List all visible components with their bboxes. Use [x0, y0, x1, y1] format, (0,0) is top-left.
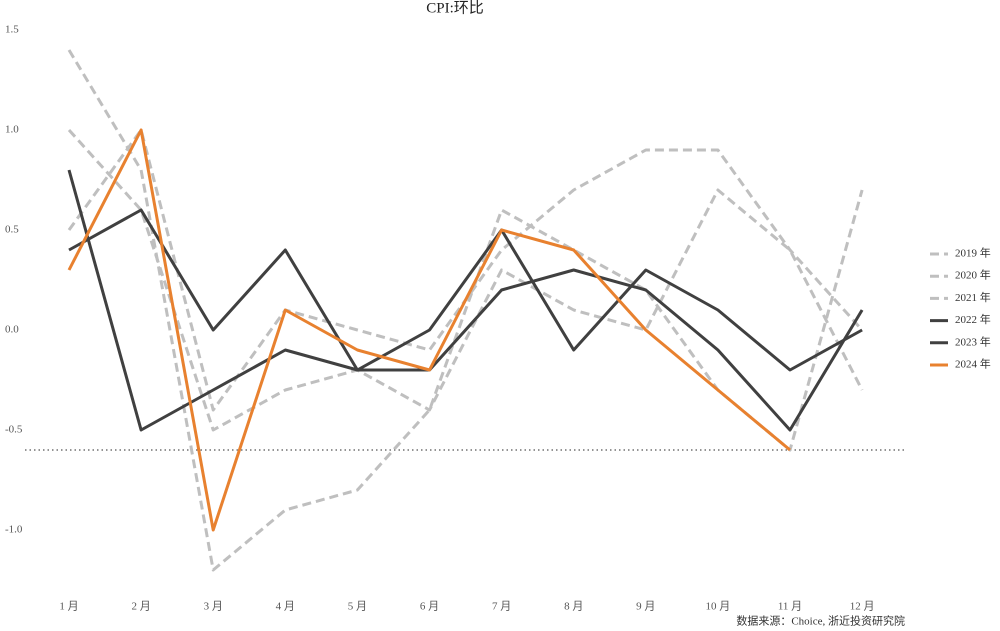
x-tick-label: 2 月	[131, 601, 150, 613]
y-tick-label: 1.0	[5, 124, 19, 136]
x-tick-label: 12 月	[850, 601, 875, 613]
x-tick-label: 11 月	[778, 601, 802, 613]
y-tick-label: 0.0	[5, 324, 19, 336]
y-tick-label: 1.5	[5, 24, 19, 36]
x-tick-label: 4 月	[276, 601, 295, 613]
legend-label: 2020 年	[955, 268, 991, 282]
x-tick-label: 1 月	[59, 601, 78, 613]
series-line	[67, 128, 864, 432]
source-note: 数据来源：Choice, 浙近投资研究院	[736, 614, 905, 628]
legend-label: 2021 年	[955, 290, 991, 304]
legend-label: 2024 年	[955, 357, 991, 371]
y-tick-label: 0.5	[5, 224, 19, 236]
series-line	[68, 208, 863, 372]
series-line	[67, 128, 864, 412]
legend-label: 2019 年	[955, 246, 991, 260]
legend-label: 2022 年	[955, 312, 991, 326]
series-line	[67, 49, 864, 572]
x-tick-label: 9 月	[636, 601, 655, 613]
series-line	[67, 169, 864, 432]
x-tick-label: 7 月	[492, 601, 511, 613]
x-tick-label: 5 月	[348, 601, 367, 613]
y-tick-label: -0.5	[5, 424, 23, 436]
x-tick-label: 6 月	[420, 601, 439, 613]
series-line	[67, 128, 791, 532]
chart-title: CPI:环比	[426, 0, 484, 16]
y-tick-label: -1.0	[5, 524, 23, 536]
x-tick-label: 10 月	[706, 601, 731, 613]
x-tick-label: 8 月	[564, 601, 583, 613]
x-tick-label: 3 月	[204, 601, 223, 613]
legend-label: 2023 年	[955, 334, 991, 348]
